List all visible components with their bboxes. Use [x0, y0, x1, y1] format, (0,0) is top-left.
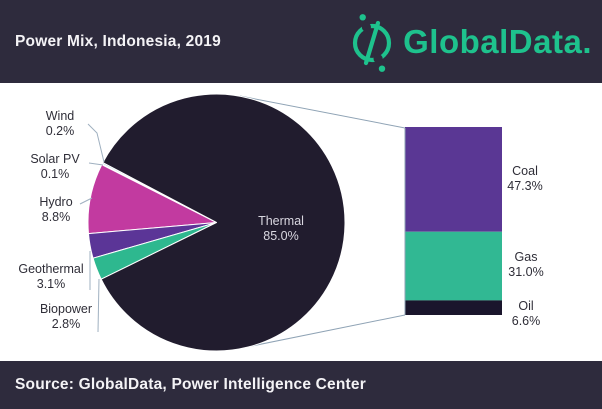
bar-label-oil: Oil 6.6%	[486, 299, 566, 329]
bar-label-value: 47.3%	[507, 179, 543, 193]
pie-chart	[87, 93, 346, 352]
pie-label-value: 2.8%	[51, 317, 81, 331]
pie-label-name: Solar PV	[30, 152, 80, 166]
pie-label-value: 8.8%	[41, 210, 71, 224]
label-leader-lines	[79, 123, 105, 333]
bar-segment-oil	[405, 300, 502, 315]
brand-name: GlobalData.	[403, 22, 592, 60]
thermal-breakdown-bar	[405, 127, 502, 315]
pie-label-hydro: Hydro 8.8%	[14, 195, 98, 225]
brand-logo: GlobalData.	[349, 11, 592, 73]
bar-label-coal: Coal 47.3%	[485, 164, 565, 194]
bar-label-value: 6.6%	[511, 314, 541, 328]
bar-segment-coal	[405, 127, 502, 232]
connector-lines	[239, 95, 406, 349]
bar-label-gas: Gas 31.0%	[486, 250, 566, 280]
hydro-leader-line	[79, 197, 93, 205]
pie-label-thermal: Thermal 85.0%	[241, 214, 321, 244]
pie-label-biopower: Biopower 2.8%	[19, 302, 113, 332]
footer-bar: Source: GlobalData, Power Intelligence C…	[0, 361, 602, 409]
pie-label-value: 85.0%	[263, 229, 299, 243]
pie-label-name: Hydro	[39, 195, 73, 209]
globaldata-logo-icon	[353, 13, 392, 72]
power-mix-chart	[79, 93, 502, 352]
pie-label-name: Thermal	[258, 214, 304, 228]
pie-label-value: 3.1%	[36, 277, 66, 291]
header-bar: Power Mix, Indonesia, 2019 GlobalData.	[0, 0, 602, 83]
chart-area: Wind 0.2% Solar PV 0.1% Hydro 8.8% Geoth…	[0, 83, 602, 361]
bar-label-name: Gas	[514, 250, 538, 264]
pie-label-name: Biopower	[39, 302, 93, 316]
pie-label-value: 0.1%	[40, 167, 70, 181]
pie-label-value: 0.2%	[45, 124, 75, 138]
pie-label-geothermal: Geothermal 3.1%	[4, 262, 98, 292]
wind-leader-line	[87, 123, 105, 163]
biopower-leader-line	[97, 278, 100, 333]
source-text: Source: GlobalData, Power Intelligence C…	[15, 376, 366, 393]
bar-label-value: 31.0%	[508, 265, 544, 279]
bar-segment-gas	[405, 231, 502, 301]
chart-title: Power Mix, Indonesia, 2019	[15, 32, 221, 50]
pie-label-solar-pv: Solar PV 0.1%	[13, 152, 97, 182]
pie-label-wind: Wind 0.2%	[20, 109, 100, 139]
solar-pv-leader-line	[88, 162, 104, 166]
bar-label-name: Oil	[518, 299, 534, 313]
pie-slice-thermal	[100, 93, 346, 352]
bar-label-name: Coal	[512, 164, 538, 178]
pie-label-name: Wind	[45, 109, 75, 123]
pie-label-name: Geothermal	[18, 262, 84, 276]
